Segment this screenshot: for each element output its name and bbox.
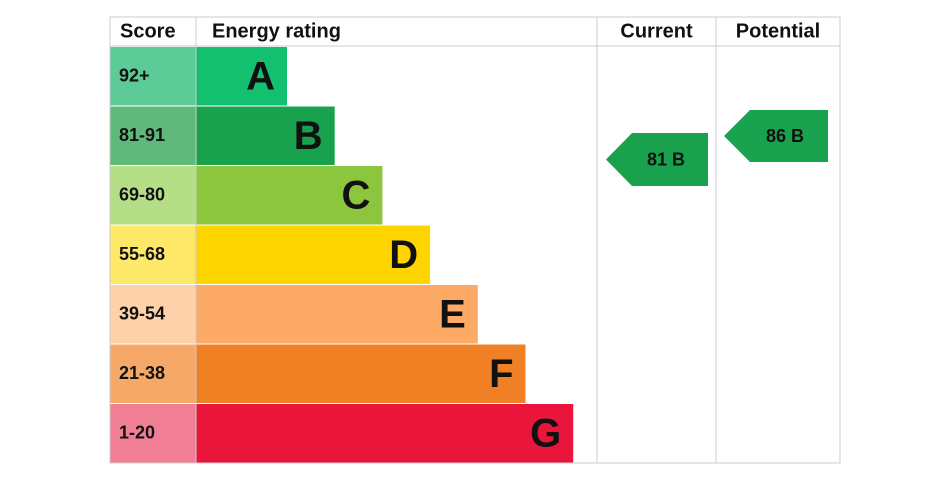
column-header: Current (620, 20, 693, 42)
score-cell (110, 166, 196, 225)
rating-bar (196, 344, 526, 403)
rating-bar (196, 225, 431, 284)
rating-letter: E (439, 292, 466, 336)
score-label: 39-54 (119, 304, 165, 324)
rating-bar (196, 106, 335, 165)
score-cell (110, 285, 196, 344)
rating-letter: C (342, 173, 371, 217)
potential-label: 86 B (766, 126, 804, 146)
rating-bar (196, 285, 478, 344)
rating-bar (196, 166, 383, 225)
current-label: 81 B (647, 149, 685, 169)
column-header: Potential (736, 20, 820, 42)
rating-letter: D (389, 233, 418, 277)
score-label: 21-38 (119, 363, 165, 383)
score-cell (110, 225, 196, 284)
table-border (109, 16, 841, 464)
rating-letter: G (530, 411, 561, 455)
score-label: 55-68 (119, 244, 165, 264)
score-label: 69-80 (119, 185, 165, 205)
score-cell (110, 344, 196, 403)
rating-bar (196, 47, 287, 106)
score-cell (110, 47, 196, 106)
score-cell (110, 404, 196, 463)
rating-letter: A (246, 54, 275, 98)
rating-bar (196, 404, 574, 463)
current-arrow (606, 133, 708, 186)
potential-arrow (724, 110, 828, 162)
score-label: 1-20 (119, 423, 155, 443)
column-header: Score (120, 20, 176, 42)
rating-letter: B (294, 114, 323, 158)
rating-letter: F (489, 352, 513, 396)
column-header: Energy rating (212, 20, 341, 42)
score-cell (110, 106, 196, 165)
score-label: 81-91 (119, 125, 165, 145)
score-label: 92+ (119, 66, 150, 86)
